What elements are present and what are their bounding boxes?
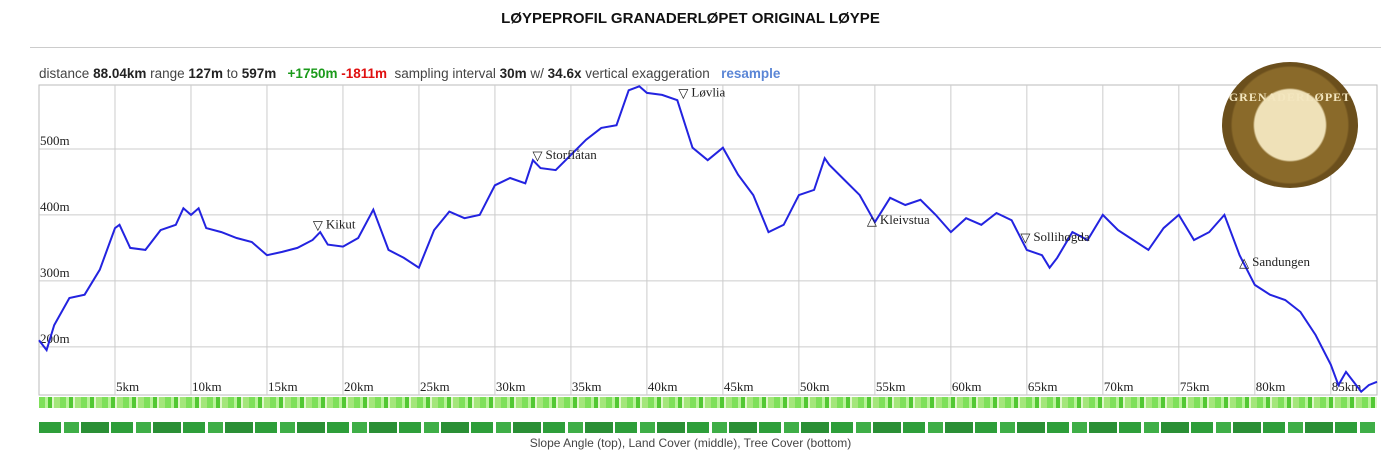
waypoint-symbol: ▽ xyxy=(678,86,688,101)
caption: Slope Angle (top), Land Cover (middle), … xyxy=(529,436,852,450)
slope-strip xyxy=(39,397,1377,408)
x-tick-label: 65km xyxy=(1028,379,1058,394)
y-tick-label: 500m xyxy=(40,133,70,148)
cover-strip xyxy=(39,422,1377,433)
elevation-line xyxy=(38,85,1378,394)
chart-title: LØYPEPROFIL GRANADERLØPET ORIGINAL LØYPE xyxy=(501,10,880,27)
x-tick-label: 10km xyxy=(192,379,222,394)
x-tick-label: 35km xyxy=(572,379,602,394)
stat-gain: +1750m xyxy=(287,66,338,81)
waypoint-label: Kikut xyxy=(326,216,356,231)
x-tick-label: 25km xyxy=(420,379,450,394)
plot-area xyxy=(38,84,1378,396)
waypoint-label: Kleivstua xyxy=(880,212,930,227)
stats-bar: distance 88.04km range 127m to 597m +175… xyxy=(39,66,780,81)
stat-value: 30m xyxy=(499,66,527,81)
stat-text: distance xyxy=(39,66,90,81)
x-tick-label: 20km xyxy=(344,379,374,394)
waypoint-label: Storflåtan xyxy=(545,147,597,162)
x-tick-label: 40km xyxy=(648,379,678,394)
x-tick-label: 60km xyxy=(952,379,982,394)
stat-text: w/ xyxy=(530,66,544,81)
y-tick-label: 400m xyxy=(40,199,70,214)
waypoint-symbol: ▽ xyxy=(1020,230,1030,245)
logo: GRENADERLØPET xyxy=(1222,62,1358,188)
logo-text: GRENADERLØPET xyxy=(1228,90,1352,104)
stat-value: 127m xyxy=(188,66,223,81)
x-tick-label: 15km xyxy=(268,379,298,394)
waypoint-symbol: △ xyxy=(867,213,877,228)
waypoint-label: Løvlia xyxy=(691,85,725,100)
x-tick-label: 5km xyxy=(116,379,139,394)
waypoint-symbol: ▽ xyxy=(313,217,323,232)
waypoint-label: Sandungen xyxy=(1252,254,1310,269)
stat-text: range xyxy=(150,66,185,81)
x-tick-label: 30km xyxy=(496,379,526,394)
stat-text: vertical exaggeration xyxy=(585,66,710,81)
frame-line xyxy=(30,47,1381,48)
waypoint-label: Sollihøgda xyxy=(1033,229,1090,244)
y-tick-label: 300m xyxy=(40,265,70,280)
x-tick-label: 50km xyxy=(800,379,830,394)
y-tick-label: 200m xyxy=(40,331,70,346)
stat-value: 34.6x xyxy=(547,66,582,81)
stat-value: 88.04km xyxy=(93,66,147,81)
waypoint-symbol: ▽ xyxy=(532,148,542,163)
stat-value: 597m xyxy=(241,66,277,81)
stat-text: to xyxy=(226,66,238,81)
x-tick-label: 45km xyxy=(724,379,754,394)
x-tick-label: 55km xyxy=(876,379,906,394)
stat-text: sampling interval xyxy=(394,66,496,81)
x-tick-label: 75km xyxy=(1180,379,1210,394)
waypoint-symbol: △ xyxy=(1239,255,1249,270)
x-tick-label: 80km xyxy=(1256,379,1286,394)
resample-link[interactable]: resample xyxy=(721,66,781,81)
stat-loss: -1811m xyxy=(341,66,388,81)
x-tick-label: 70km xyxy=(1104,379,1134,394)
